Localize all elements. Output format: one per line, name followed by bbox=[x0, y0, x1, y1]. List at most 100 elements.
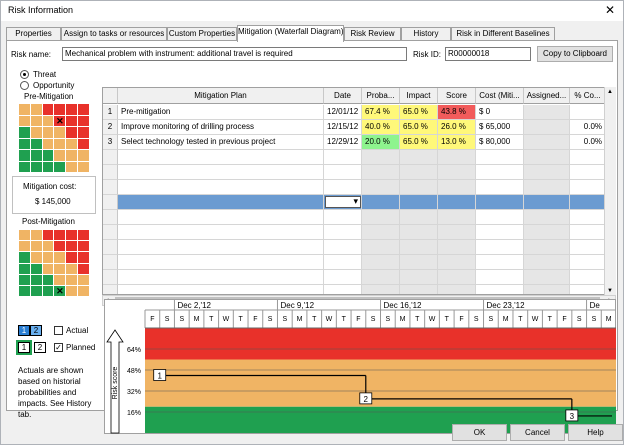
empty-cell[interactable] bbox=[324, 255, 362, 270]
date-cell[interactable]: 12/15/12 bbox=[324, 120, 362, 135]
percent-complete-cell[interactable]: 0.0% bbox=[570, 120, 606, 135]
date-cell[interactable]: 12/29/12 bbox=[324, 135, 362, 150]
date-cell[interactable]: 12/01/12 bbox=[324, 105, 362, 120]
scroll-up-icon[interactable]: ▲ bbox=[607, 89, 613, 95]
empty-cell[interactable] bbox=[400, 195, 438, 210]
empty-cell[interactable] bbox=[524, 210, 570, 225]
column-header[interactable]: Mitigation Plan bbox=[118, 88, 324, 104]
empty-cell[interactable] bbox=[118, 285, 324, 294]
empty-cell[interactable] bbox=[570, 210, 606, 225]
empty-cell[interactable] bbox=[438, 165, 476, 180]
empty-cell[interactable] bbox=[400, 240, 438, 255]
empty-cell[interactable] bbox=[362, 225, 400, 240]
empty-cell[interactable] bbox=[103, 210, 118, 225]
empty-cell[interactable] bbox=[524, 195, 570, 210]
tab-baselines[interactable]: Risk in Different Baselines bbox=[451, 27, 555, 41]
empty-cell[interactable] bbox=[524, 225, 570, 240]
assigned-cell[interactable] bbox=[524, 105, 570, 120]
empty-cell[interactable] bbox=[324, 240, 362, 255]
empty-cell[interactable] bbox=[118, 165, 324, 180]
probability-cell[interactable]: 20.0 % bbox=[362, 135, 400, 150]
score-cell[interactable]: 43.8 % bbox=[438, 105, 476, 120]
empty-cell[interactable] bbox=[118, 195, 324, 210]
empty-cell[interactable] bbox=[570, 285, 606, 294]
empty-cell[interactable] bbox=[362, 195, 400, 210]
empty-cell[interactable] bbox=[438, 255, 476, 270]
empty-cell[interactable] bbox=[324, 285, 362, 294]
tab-mitigation[interactable]: Mitigation (Waterfall Diagram) bbox=[237, 25, 344, 42]
copy-to-clipboard-button[interactable]: Copy to Clipboard bbox=[537, 46, 613, 62]
empty-cell[interactable] bbox=[476, 150, 524, 165]
empty-cell[interactable] bbox=[524, 285, 570, 294]
empty-cell[interactable] bbox=[476, 240, 524, 255]
empty-cell[interactable] bbox=[103, 195, 118, 210]
empty-cell[interactable] bbox=[570, 165, 606, 180]
plan-cell[interactable]: Pre-mitigation bbox=[118, 105, 324, 120]
percent-complete-cell[interactable] bbox=[570, 105, 606, 120]
score-cell[interactable]: 26.0 % bbox=[438, 120, 476, 135]
empty-cell[interactable] bbox=[476, 285, 524, 294]
empty-cell[interactable] bbox=[400, 285, 438, 294]
empty-cell[interactable] bbox=[524, 255, 570, 270]
risk-name-field[interactable]: Mechanical problem with instrument: addi… bbox=[62, 47, 407, 61]
tab-risk-review[interactable]: Risk Review bbox=[344, 27, 401, 41]
column-header[interactable]: Date bbox=[324, 88, 362, 104]
empty-cell[interactable] bbox=[438, 180, 476, 195]
opportunity-radio[interactable] bbox=[20, 81, 29, 90]
empty-cell[interactable] bbox=[103, 180, 118, 195]
empty-cell[interactable] bbox=[570, 150, 606, 165]
date-dropdown[interactable]: ▾ bbox=[325, 196, 361, 208]
empty-cell[interactable] bbox=[524, 270, 570, 285]
empty-cell[interactable] bbox=[400, 180, 438, 195]
cost-cell[interactable]: $ 0 bbox=[476, 105, 524, 120]
empty-cell[interactable] bbox=[400, 255, 438, 270]
empty-cell[interactable] bbox=[570, 240, 606, 255]
empty-cell[interactable] bbox=[476, 225, 524, 240]
empty-cell[interactable] bbox=[570, 225, 606, 240]
empty-cell[interactable] bbox=[400, 210, 438, 225]
cost-cell[interactable]: $ 80,000 bbox=[476, 135, 524, 150]
empty-cell[interactable] bbox=[324, 150, 362, 165]
empty-cell[interactable] bbox=[524, 150, 570, 165]
empty-cell[interactable] bbox=[400, 225, 438, 240]
vertical-scrollbar[interactable]: ▲ ▼ bbox=[604, 87, 616, 295]
empty-cell[interactable] bbox=[400, 270, 438, 285]
score-cell[interactable]: 13.0 % bbox=[438, 135, 476, 150]
tab-assign[interactable]: Assign to tasks or resources bbox=[61, 27, 167, 41]
dropdown-arrow-icon[interactable]: ▾ bbox=[353, 196, 358, 206]
empty-cell[interactable] bbox=[570, 270, 606, 285]
column-header[interactable]: % Co... bbox=[570, 88, 606, 104]
probability-cell[interactable]: 40.0 % bbox=[362, 120, 400, 135]
impact-cell[interactable]: 65.0 % bbox=[400, 120, 438, 135]
empty-cell[interactable] bbox=[103, 255, 118, 270]
empty-cell[interactable] bbox=[118, 270, 324, 285]
empty-cell[interactable] bbox=[476, 255, 524, 270]
empty-cell[interactable] bbox=[476, 165, 524, 180]
plan-cell[interactable]: Select technology tested in previous pro… bbox=[118, 135, 324, 150]
row-number[interactable]: 1 bbox=[103, 105, 118, 120]
empty-cell[interactable] bbox=[103, 150, 118, 165]
row-number[interactable]: 2 bbox=[103, 120, 118, 135]
planned-checkbox[interactable]: ✓ bbox=[54, 343, 63, 352]
column-header[interactable]: Cost (Miti... bbox=[476, 88, 524, 104]
scroll-down-icon[interactable]: ▼ bbox=[607, 288, 613, 294]
cancel-button[interactable]: Cancel bbox=[510, 424, 565, 441]
empty-cell[interactable] bbox=[362, 270, 400, 285]
empty-cell[interactable] bbox=[103, 270, 118, 285]
empty-cell[interactable] bbox=[118, 225, 324, 240]
empty-cell[interactable] bbox=[524, 165, 570, 180]
empty-cell[interactable] bbox=[524, 180, 570, 195]
percent-complete-cell[interactable]: 0.0% bbox=[570, 135, 606, 150]
empty-cell[interactable] bbox=[476, 210, 524, 225]
empty-cell[interactable] bbox=[476, 195, 524, 210]
empty-cell[interactable] bbox=[400, 165, 438, 180]
empty-cell[interactable] bbox=[362, 210, 400, 225]
empty-cell[interactable] bbox=[438, 210, 476, 225]
empty-cell[interactable] bbox=[324, 165, 362, 180]
empty-cell[interactable] bbox=[118, 150, 324, 165]
empty-cell[interactable] bbox=[118, 210, 324, 225]
empty-cell[interactable] bbox=[118, 240, 324, 255]
empty-cell[interactable] bbox=[324, 270, 362, 285]
empty-cell[interactable] bbox=[438, 240, 476, 255]
plan-cell[interactable]: Improve monitoring of drilling process bbox=[118, 120, 324, 135]
